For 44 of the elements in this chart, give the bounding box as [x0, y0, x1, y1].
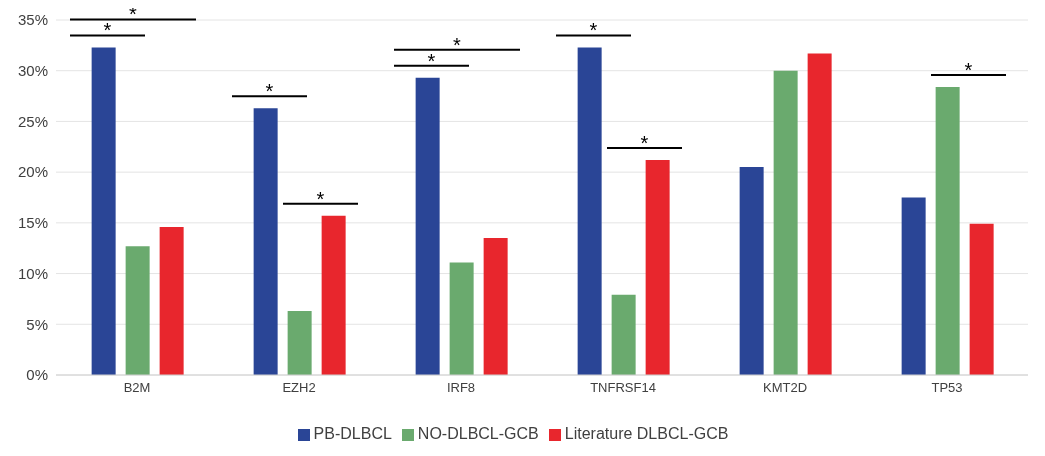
- legend-label: NO-DLBCL-GCB: [417, 425, 539, 442]
- x-tick-label: TNFRSF14: [590, 380, 656, 396]
- x-tick-label: IRF8: [446, 380, 476, 396]
- bar: [159, 226, 184, 375]
- y-tick-label: 30%: [17, 62, 48, 80]
- y-tick-label: 0%: [26, 366, 48, 384]
- bar: [739, 167, 764, 375]
- annotation: *: [103, 19, 112, 42]
- x-tick-label: B2M: [123, 380, 151, 396]
- bar: [969, 223, 994, 375]
- bar: [483, 238, 508, 375]
- bar: [577, 47, 602, 375]
- annotation: *: [316, 187, 325, 210]
- annotation: *: [427, 49, 436, 72]
- x-tick-label: TP53: [931, 380, 963, 396]
- x-tick-label: EZH2: [282, 380, 316, 396]
- legend-label: PB-DLBCL: [313, 425, 392, 442]
- y-tick-label: 20%: [17, 163, 48, 181]
- bar: [415, 77, 440, 375]
- x-tick-label: KMT2D: [762, 380, 808, 396]
- bar: [611, 294, 636, 375]
- bar: [91, 47, 116, 375]
- y-tick-label: 15%: [17, 214, 48, 232]
- annotation: *: [129, 3, 138, 26]
- bar: [773, 70, 798, 375]
- annotation: *: [265, 80, 274, 103]
- bar: [321, 215, 346, 375]
- bar: [449, 262, 474, 375]
- bar: [901, 197, 926, 375]
- bar: [125, 246, 150, 375]
- y-tick-label: 35%: [17, 11, 48, 29]
- y-tick-label: 10%: [17, 264, 48, 282]
- y-tick-label: 5%: [26, 315, 48, 333]
- annotation: *: [964, 58, 973, 81]
- bar: [287, 311, 312, 375]
- bar: [807, 53, 832, 375]
- annotation: *: [640, 131, 649, 154]
- legend-label: Literature DLBCL-GCB: [564, 425, 729, 442]
- annotation: *: [453, 33, 462, 56]
- annotation: *: [589, 19, 598, 42]
- bar: [935, 86, 960, 375]
- bar: [645, 159, 670, 375]
- y-tick-label: 25%: [17, 112, 48, 130]
- bar: [253, 108, 278, 375]
